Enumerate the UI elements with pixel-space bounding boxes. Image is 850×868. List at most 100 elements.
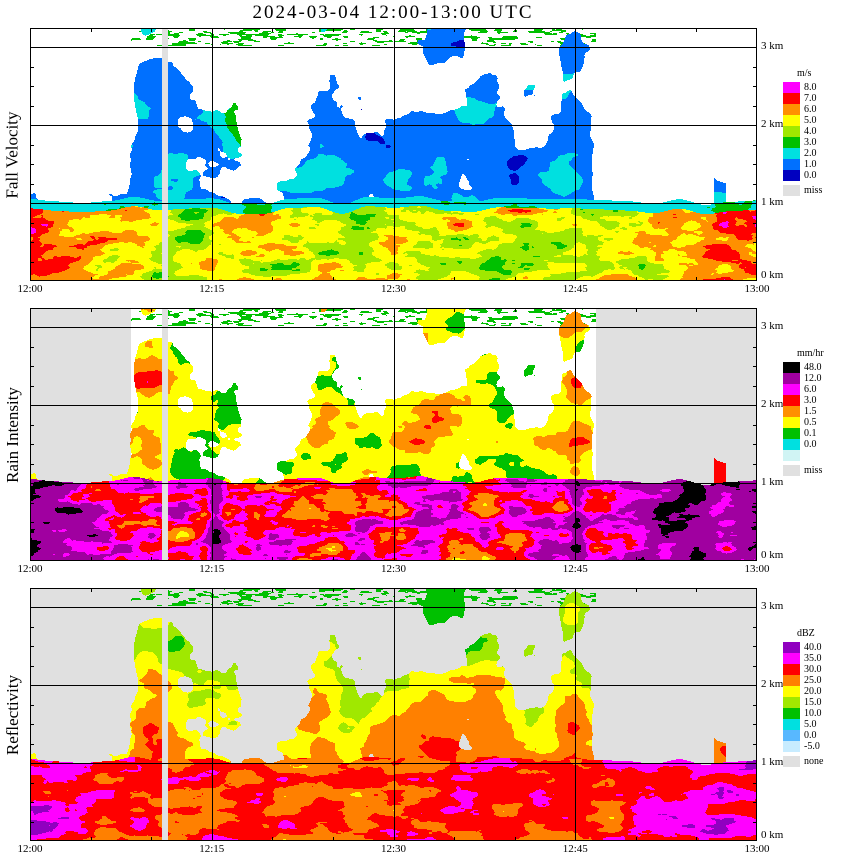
y-tick-label: 2 km [761,678,784,691]
legend-color-swatch [783,104,800,115]
y-tick-label: 3 km [761,40,784,53]
legend-entry: 0.0 [783,170,843,181]
legend-value-label: 15.0 [804,697,822,708]
legend-color-swatch [783,170,800,181]
chart-title: 2024-03-04 12:00-13:00 UTC [252,2,534,23]
legend-value-label: 1.5 [804,406,817,417]
legend-color-swatch [783,406,800,417]
legend-color-swatch [783,115,800,126]
x-tick-label: 12:15 [199,843,225,855]
legend-missing-swatch [783,465,800,476]
legend-value-label: 0.1 [804,428,817,439]
legend-entry: 5.0 [783,115,843,126]
legend-unit: dBZ [797,628,815,639]
legend-value-label: 3.0 [804,395,817,406]
legend-value-label: 10.0 [804,708,822,719]
legend-value-label: 30.0 [804,664,822,675]
legend-color-swatch [783,708,800,719]
y-tick-label: 0 km [761,829,784,841]
legend-missing-entry: none [783,756,843,767]
legend-value-label: 40.0 [804,642,822,653]
legend-entry: 6.0 [783,384,843,395]
legend-entry: 3.0 [783,395,843,406]
legend-color-swatch [783,686,800,697]
legend-reflectivity: dBZ 40.0 35.0 30.0 25.0 20.0 15.0 10.0 5.0 0.0 -5.… [783,628,843,767]
y-tick-label: 0 km [761,269,784,281]
x-tick-label: 12:00 [17,563,43,575]
x-tick-label: 12:15 [199,283,225,295]
legend-color-swatch [783,741,800,752]
legend-value-label: 1.0 [804,159,817,170]
legend-value-label: 8.0 [804,82,817,93]
x-tick-label: 12:30 [380,843,407,855]
legend-value-label: 0.0 [804,170,817,181]
fall-velocity-heatmap [30,28,757,281]
legend-entry: 1.5 [783,406,843,417]
y-tick-label: 1 km [761,756,784,769]
panel-label-text: Rain Intensity [3,386,23,483]
legend-color-swatch [783,730,800,741]
legend-unit: mm/hr [797,348,824,359]
legend-color-swatch [783,126,800,137]
panel-label-text: Fall Velocity [3,110,23,199]
legend-color-swatch [783,373,800,384]
legend-entry: 1.0 [783,159,843,170]
x-tick-label: 12:00 [17,843,43,855]
x-tick-label: 12:00 [17,283,43,295]
y-tick-label: 3 km [761,600,784,613]
legend-entry: 3.0 [783,137,843,148]
legend-missing-entry: miss [783,465,843,476]
legend-value-label: -5.0 [804,741,820,752]
y-tick-label: 3 km [761,320,784,333]
legend-color-swatch [783,395,800,406]
legend-entry: 35.0 [783,653,843,664]
panel-label-text: Reflectivity [3,674,23,755]
legend-missing-label: none [804,756,824,767]
x-tick-label: 13:00 [744,843,770,855]
legend-color-swatch [783,93,800,104]
legend-color-swatch [783,697,800,708]
legend-color-swatch [783,428,800,439]
legend-entry: 40.0 [783,642,843,653]
legend-value-label: 12.0 [804,373,822,384]
legend-value-label: 4.0 [804,126,817,137]
legend-color-swatch [783,675,800,686]
legend-color-swatch [783,384,800,395]
x-tick-label: 13:00 [744,283,770,295]
legend-value-label: 2.0 [804,148,817,159]
legend-value-label: 6.0 [804,104,817,115]
legend-value-label: 0.0 [804,439,817,450]
legend-value-label: 48.0 [804,362,822,373]
y-tick-label: 2 km [761,118,784,131]
legend-unit: m/s [797,68,812,79]
legend-entry [783,450,843,461]
legend-entry: 6.0 [783,104,843,115]
legend-missing-label: miss [804,185,823,196]
legend-entry: 10.0 [783,708,843,719]
legend-value-label: 5.0 [804,115,817,126]
legend-missing-entry: miss [783,185,843,196]
legend-color-swatch [783,417,800,428]
legend-color-swatch [783,159,800,170]
legend-color-swatch [783,719,800,730]
legend-color-swatch [783,664,800,675]
legend-entry: 12.0 [783,373,843,384]
legend-entry: 0.0 [783,439,843,450]
legend-entry: 7.0 [783,93,843,104]
legend-value-label: 0.5 [804,417,817,428]
legend-entry: 48.0 [783,362,843,373]
panel-label-rain-intensity: Rain Intensity [0,308,26,561]
legend-value-label: 0.0 [804,730,817,741]
legend-color-swatch [783,137,800,148]
legend-color-swatch [783,439,800,450]
legend-color-swatch [783,653,800,664]
legend-entry: 4.0 [783,126,843,137]
y-tick-label: 0 km [761,549,784,561]
legend-color-swatch [783,642,800,653]
legend-color-swatch [783,362,800,373]
legend-value-label: 35.0 [804,653,822,664]
legend-value-label: 25.0 [804,675,822,686]
legend-missing-swatch [783,185,800,196]
legend-entry: -5.0 [783,741,843,752]
